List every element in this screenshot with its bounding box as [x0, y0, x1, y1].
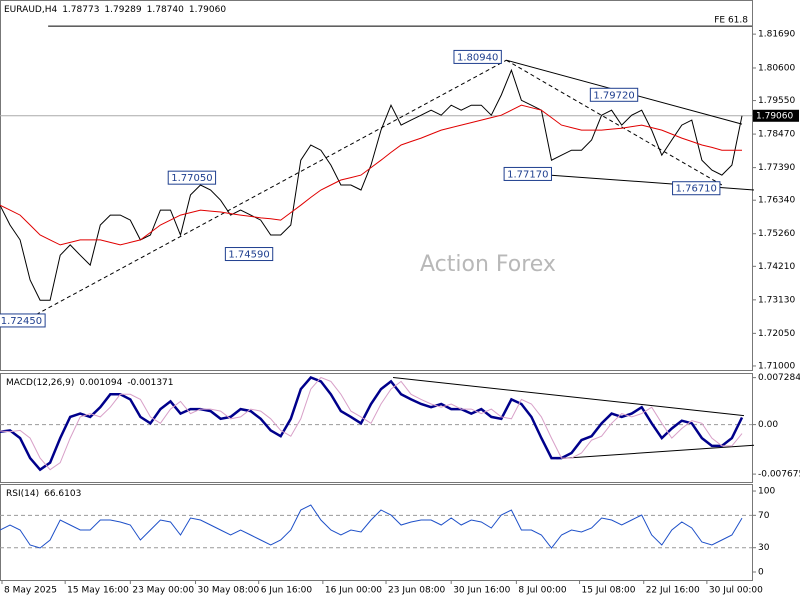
price-label-box: [503, 166, 552, 181]
series-line: [0, 376, 743, 471]
y-tick-label: 1.79550: [758, 96, 795, 106]
y-tick-label: 1.71000: [758, 361, 795, 371]
x-tick-label: 8 May 2025: [4, 586, 57, 596]
y-tick-label: 1.78470: [758, 130, 795, 140]
y-tick-label: 1.74210: [758, 262, 795, 272]
panel-title: EURAUD,H4: [4, 5, 57, 15]
panel-header: EURAUD,H4 1.78773 1.79289 1.78740 1.79060: [4, 5, 226, 15]
price-label: 1.72450: [1, 316, 42, 327]
y-tick-label: 70: [758, 511, 770, 521]
price-label-box: [589, 87, 639, 102]
panel-title: MACD(12,26,9): [6, 378, 74, 388]
y-tick-label: 0: [758, 567, 764, 577]
series-line: [0, 376, 744, 472]
x-tick-label: 30 Jun 16:00: [453, 586, 510, 596]
watermark: Action Forex: [420, 252, 556, 277]
y-tick-label: 0.00: [758, 420, 778, 430]
x-tick-label: 23 May 00:00: [132, 586, 194, 596]
panel-frame: [0, 373, 753, 483]
series-line: [0, 104, 742, 246]
price-label: 1.77050: [171, 173, 212, 184]
panel-header: RSI(14) 66.6103: [6, 489, 81, 499]
x-tick-label: 15 May 16:00: [67, 586, 129, 596]
price-label-box: [672, 181, 721, 196]
price-label: 1.77170: [507, 169, 548, 180]
x-tick-label: 30 Jul 00:00: [709, 586, 763, 596]
x-tick-label: 16 Jun 00:00: [325, 586, 382, 596]
x-tick-label: 22 Jul 16:00: [646, 586, 700, 596]
y-tick-label: 1.77390: [758, 163, 795, 173]
series-line: [0, 68, 743, 301]
x-tick-label: 23 Jun 08:00: [388, 586, 445, 596]
price-label: 1.76710: [676, 184, 717, 195]
panel-frame: [0, 0, 753, 371]
trendline: [556, 444, 755, 460]
last-price-box: [753, 109, 799, 122]
price-label-box: [167, 170, 217, 185]
panel-readout: -0.001371: [127, 378, 173, 388]
y-tick-label: 1.80600: [758, 63, 795, 73]
panel-readout: 1.78740: [147, 5, 184, 15]
panel-header: MACD(12,26,9) 0.001094 -0.001371: [6, 378, 174, 388]
y-tick-label: 30: [758, 543, 770, 553]
trendline: [392, 377, 745, 417]
y-tick-label: 1.75260: [758, 229, 795, 239]
y-tick-label: 1.72050: [758, 329, 795, 339]
price-label-box: [224, 247, 274, 262]
last-price-label: 1.79060: [756, 111, 793, 121]
price-label: 1.80940: [457, 52, 498, 63]
price-label-box: [453, 49, 502, 64]
y-tick-label: 0.007284: [758, 373, 800, 383]
series-line: [0, 504, 743, 549]
panel-readout: 1.79289: [104, 5, 141, 15]
x-tick-label: 6 Jun 16:00: [261, 586, 313, 596]
x-tick-label: 30 May 08:00: [198, 586, 260, 596]
y-tick-label: 1.81690: [758, 30, 795, 40]
price-label-box: [0, 313, 46, 328]
trendline: [29, 59, 507, 319]
y-tick-label: 1.73130: [758, 295, 795, 305]
price-label: 1.79720: [593, 90, 634, 101]
y-tick-label: 100: [758, 487, 775, 497]
price-label: 1.74590: [228, 250, 269, 261]
panel-readout: 66.6103: [44, 489, 81, 499]
y-tick-label: -0.007675: [758, 470, 800, 480]
panel-frame: [0, 484, 753, 581]
panel-readout: 0.001094: [79, 378, 122, 388]
y-tick-label: 1.76340: [758, 196, 795, 206]
panel-readout: 1.78773: [62, 5, 99, 15]
panel-readout: 1.79060: [189, 5, 226, 15]
fibo-label: FE 61.8: [714, 16, 748, 26]
x-tick-label: 15 Jul 08:00: [582, 586, 636, 596]
panel-title: RSI(14): [6, 489, 39, 499]
x-tick-label: 8 Jul 00:00: [518, 586, 567, 596]
